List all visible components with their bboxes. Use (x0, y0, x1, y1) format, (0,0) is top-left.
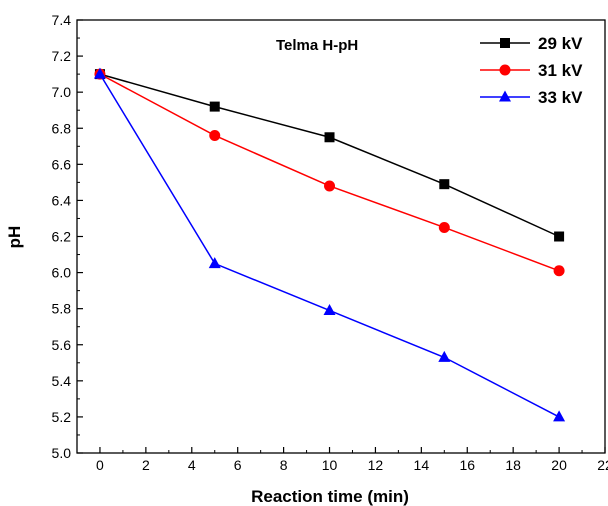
legend-item: 33 kV (480, 88, 583, 107)
y-tick-label: 5.6 (52, 337, 72, 353)
legend-marker (499, 90, 511, 102)
x-axis-title: Reaction time (min) (251, 487, 409, 506)
x-tick-label: 6 (234, 457, 242, 473)
data-point (554, 231, 565, 242)
x-tick-label: 20 (551, 457, 567, 473)
x-tick-label: 12 (368, 457, 384, 473)
series-0 (94, 69, 565, 242)
plot-border (76, 19, 606, 454)
data-point (553, 265, 565, 277)
legend-item: 31 kV (480, 61, 583, 80)
legend-item: 29 kV (480, 34, 583, 53)
data-point (553, 410, 566, 422)
y-tick-label: 6.8 (52, 120, 72, 136)
x-tick-label: 18 (505, 457, 521, 473)
plot-area (76, 19, 606, 454)
data-point (208, 257, 221, 269)
data-point (209, 129, 221, 141)
x-tick-label: 0 (96, 457, 104, 473)
x-tick-label: 22 (597, 457, 608, 473)
legend-label: 29 kV (538, 34, 583, 53)
series-1 (94, 68, 565, 277)
legend-label: 31 kV (538, 61, 583, 80)
data-point (438, 350, 451, 362)
data-point (324, 132, 335, 143)
data-point (93, 67, 106, 79)
data-point (324, 180, 336, 192)
y-tick-label: 6.4 (52, 192, 72, 208)
series-line (99, 73, 560, 272)
x-tick-label: 2 (142, 457, 150, 473)
data-point (438, 221, 450, 233)
x-tick-label: 16 (459, 457, 475, 473)
series-layer (93, 67, 566, 422)
chart-annotation: Telma H-pH (276, 37, 358, 54)
series-2 (93, 67, 566, 422)
y-tick-label: 5.0 (52, 445, 72, 461)
data-point (323, 303, 336, 315)
y-tick-label: 5.8 (52, 301, 72, 317)
x-tick-label: 8 (280, 457, 288, 473)
y-tick-label: 5.4 (52, 373, 72, 389)
y-tick-label: 6.2 (52, 229, 72, 245)
x-tick-label: 10 (322, 457, 338, 473)
legend-marker (499, 64, 511, 76)
y-tick-label: 7.2 (52, 48, 72, 64)
x-tick-label: 14 (414, 457, 430, 473)
x-tick-label: 4 (188, 457, 196, 473)
data-point (439, 179, 450, 190)
x-axis: 0 2 4 6 8 10 12 14 16 18 20 22 (96, 447, 608, 473)
y-axis: 5.0 5.2 5.4 5.6 5.8 6.0 6.2 6.4 6.6 6.8 7.0 7.2 7.4 (52, 12, 83, 461)
y-tick-label: 7.0 (52, 84, 72, 100)
series-line (99, 73, 560, 238)
legend-marker (500, 38, 510, 48)
y-tick-label: 5.2 (52, 409, 72, 425)
y-tick-label: 6.6 (52, 156, 72, 172)
legend-label: 33 kV (538, 88, 583, 107)
y-axis-title: pH (5, 226, 24, 249)
y-tick-label: 7.4 (52, 12, 72, 28)
legend: 29 kV 31 kV 33 kV (480, 34, 583, 107)
y-tick-label: 6.0 (52, 265, 72, 281)
data-point (209, 101, 220, 112)
